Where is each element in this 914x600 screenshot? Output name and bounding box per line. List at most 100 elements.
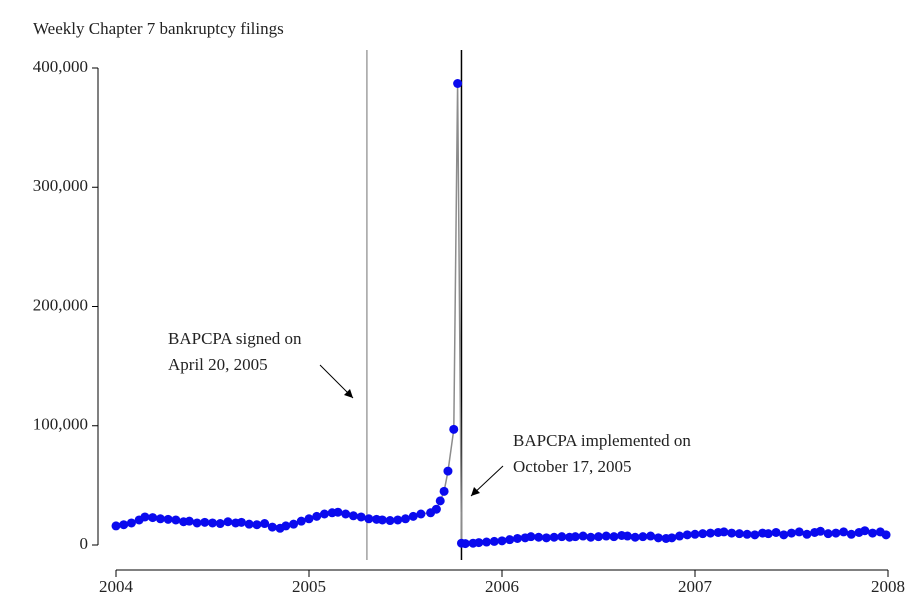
point <box>815 526 825 536</box>
point <box>727 528 737 538</box>
point <box>304 514 314 524</box>
point <box>742 529 752 539</box>
point <box>802 529 812 539</box>
point <box>244 519 254 529</box>
point <box>667 533 677 543</box>
point <box>526 532 536 542</box>
point <box>541 533 551 543</box>
point <box>401 514 410 524</box>
point <box>794 527 804 537</box>
point <box>385 516 395 526</box>
point <box>208 518 217 528</box>
point <box>140 512 150 522</box>
point <box>594 532 603 542</box>
point <box>312 511 322 521</box>
point <box>787 528 796 538</box>
point <box>377 515 387 525</box>
point <box>341 509 351 519</box>
point <box>482 537 492 547</box>
point <box>779 530 789 540</box>
point <box>393 515 403 525</box>
point <box>236 517 246 527</box>
point <box>505 535 515 545</box>
point <box>771 527 781 537</box>
y-tick-label: 100,000 <box>33 415 88 434</box>
point <box>719 527 729 537</box>
point <box>570 532 580 542</box>
point <box>763 529 773 539</box>
point <box>586 532 596 542</box>
point <box>682 530 692 540</box>
point <box>868 528 878 538</box>
point <box>512 533 522 543</box>
point <box>734 529 744 539</box>
point <box>497 536 507 546</box>
annotation: BAPCPA signed on <box>168 329 302 348</box>
x-tick-label: 2005 <box>292 577 326 596</box>
point <box>163 514 173 524</box>
x-tick-label: 2006 <box>485 577 519 596</box>
point <box>578 531 588 541</box>
point <box>460 539 470 549</box>
point <box>416 509 426 519</box>
point <box>653 533 663 543</box>
point <box>119 520 129 530</box>
point <box>630 532 640 542</box>
point <box>453 79 463 89</box>
x-tick-label: 2007 <box>678 577 713 596</box>
connecting-line <box>115 83 887 545</box>
point <box>638 532 648 542</box>
point <box>200 517 210 527</box>
y-tick-label: 400,000 <box>33 57 88 76</box>
point <box>690 529 700 539</box>
point <box>750 530 760 540</box>
point <box>831 528 841 538</box>
point <box>646 531 656 541</box>
x-tick-label: 2004 <box>99 577 134 596</box>
point <box>860 526 870 536</box>
point <box>449 424 459 434</box>
point <box>601 531 611 541</box>
point <box>549 532 559 542</box>
y-tick-label: 200,000 <box>33 295 88 314</box>
point <box>474 538 484 548</box>
point <box>557 532 567 542</box>
point <box>348 511 358 521</box>
point <box>622 531 632 541</box>
point <box>534 532 544 542</box>
y-tick-label: 300,000 <box>33 176 88 195</box>
point <box>192 518 202 528</box>
point <box>698 529 708 539</box>
point <box>184 516 194 526</box>
point <box>435 496 445 506</box>
point <box>846 529 856 539</box>
point <box>443 466 453 476</box>
point <box>609 532 619 542</box>
point <box>126 518 136 528</box>
point <box>281 521 291 531</box>
point <box>296 516 306 526</box>
y-tick-label: 0 <box>80 534 89 553</box>
point <box>675 531 685 541</box>
x-tick-label: 2008 <box>871 577 905 596</box>
point <box>111 521 121 531</box>
chart-title: Weekly Chapter 7 bankruptcy filings <box>33 19 284 38</box>
point <box>215 519 225 529</box>
annotation: October 17, 2005 <box>513 457 632 476</box>
point <box>267 522 277 532</box>
point <box>289 519 299 529</box>
arrowhead <box>471 487 480 496</box>
point <box>881 530 891 540</box>
point <box>439 486 449 496</box>
point <box>319 509 329 519</box>
point <box>356 512 366 522</box>
point <box>431 504 441 514</box>
point <box>171 515 181 525</box>
point <box>148 513 158 523</box>
point <box>408 511 418 521</box>
point <box>260 519 270 529</box>
point <box>333 507 343 517</box>
annotation: BAPCPA implemented on <box>513 431 691 450</box>
point <box>223 517 233 527</box>
